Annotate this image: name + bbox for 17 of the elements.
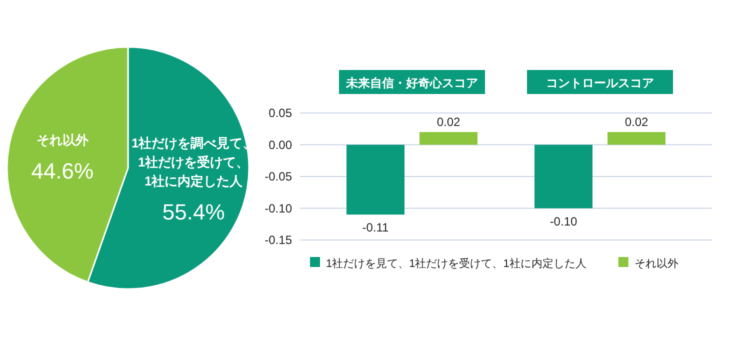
legend-label: 1社だけを見て、1社だけを受けて、1社に内定した人 <box>326 257 586 270</box>
x-tick-label: 未来自信・好奇心スコア <box>345 76 478 90</box>
data-label: 55.4% <box>162 200 225 225</box>
y-tick-label: 0.05 <box>268 106 292 120</box>
data-label: 0.02 <box>624 115 648 130</box>
y-tick-label: -0.15 <box>264 233 292 247</box>
data-label: 0.02 <box>436 115 460 130</box>
y-tick-label: -0.10 <box>264 201 292 216</box>
y-tick-label: 0.00 <box>268 138 292 152</box>
x-tick-label: コントロールスコア <box>546 76 654 90</box>
slice-label: 1社だけを調べ見て、 1社だけを受けて、 1社に内定した人 <box>131 136 256 189</box>
y-tick-label: -0.05 <box>264 170 292 184</box>
data-label: 44.6% <box>31 158 94 184</box>
slice-label: それ以外 <box>36 132 90 148</box>
legend-label: それ以外 <box>634 257 678 270</box>
data-label: -0.10 <box>550 214 578 228</box>
data-label: -0.11 <box>362 220 390 235</box>
